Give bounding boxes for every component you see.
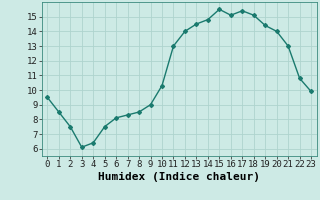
X-axis label: Humidex (Indice chaleur): Humidex (Indice chaleur): [98, 172, 260, 182]
